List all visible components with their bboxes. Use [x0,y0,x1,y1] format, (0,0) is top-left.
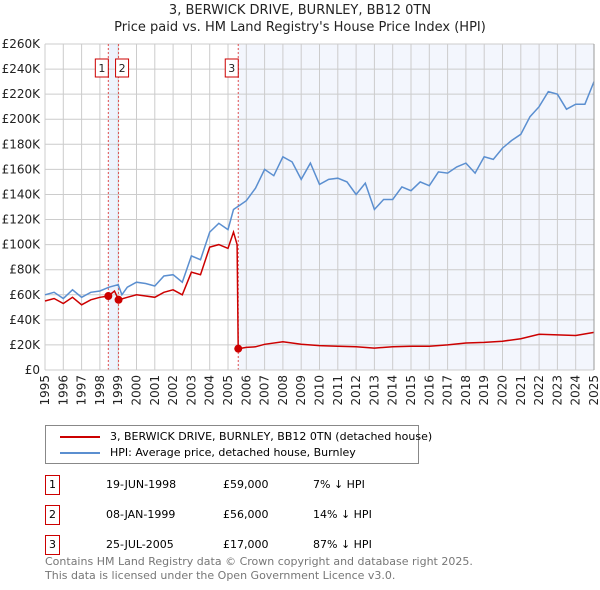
x-tick-label: 1999 [111,375,125,406]
y-tick-label: £180K [2,137,42,151]
sale-label-box [94,58,109,78]
x-tick-label: 2005 [221,375,235,406]
transaction-date: 25-JUL-2005 [106,538,174,551]
y-tick-label: £160K [2,162,42,176]
sale-point [114,295,123,304]
x-tick-label: 2016 [422,375,436,406]
sale-label-box [115,58,130,78]
transaction-number-badge: 3 [45,535,60,555]
footer-line-2: This data is licensed under the Open Gov… [45,569,396,582]
x-tick-label: 2006 [239,375,253,406]
y-tick-label: £200K [2,112,42,126]
x-tick-label: 2010 [313,375,327,406]
x-tick-label: 2017 [441,375,455,406]
transaction-row: 3 25-JUL-2005 £17,000 87% ↓ HPI [45,535,445,555]
x-tick-label: 2015 [404,375,418,406]
transaction-number-badge: 2 [45,505,60,525]
shaded-period [238,44,595,370]
shaded-period [108,44,119,370]
x-tick-label: 2013 [367,375,381,406]
transaction-hpi-diff: 14% ↓ HPI [313,508,372,521]
x-tick-label: 2018 [459,375,473,406]
x-tick-label: 2022 [532,375,546,406]
y-tick-label: £0 [25,363,40,377]
x-tick-label: 1995 [38,375,52,406]
y-tick-label: £20K [9,338,41,352]
transaction-row: 1 19-JUN-1998 £59,000 7% ↓ HPI [45,475,445,495]
transaction-hpi-diff: 87% ↓ HPI [313,538,372,551]
sale-point [104,292,113,301]
legend-item-property: 3, BERWICK DRIVE, BURNLEY, BB12 0TN (det… [60,430,432,443]
transaction-hpi-diff: 7% ↓ HPI [313,478,365,491]
x-tick-label: 2021 [514,375,528,406]
x-tick-label: 2012 [349,375,363,406]
x-tick-label: 2025 [587,375,600,406]
x-tick-label: 2007 [258,375,272,406]
y-tick-label: £260K [2,37,42,51]
y-tick-label: £240K [2,62,42,76]
series-line-hpi [44,81,595,300]
x-tick-label: 2019 [477,375,491,406]
transaction-date: 19-JUN-1998 [106,478,177,491]
x-tick-label: 2003 [184,375,198,406]
x-tick-label: 2011 [331,375,345,406]
x-tick-label: 2009 [294,375,308,406]
chart-subtitle: Price paid vs. HM Land Registry's House … [114,20,486,35]
x-tick-label: 2004 [203,375,217,406]
chart-title: 3, BERWICK DRIVE, BURNLEY, BB12 0TN [168,3,432,18]
price-chart: £0 £20K £40K £60K £80K £100K £120K £140K £160K £1… [2,37,600,406]
y-tick-label: £220K [2,87,42,101]
legend-swatch-blue [60,451,100,454]
y-tick-label: £120K [2,213,42,227]
y-tick-label: £40K [9,313,41,327]
x-tick-label: 2014 [386,375,400,406]
x-tick-label: 2001 [148,375,162,406]
y-tick-label: £80K [9,263,41,277]
x-tick-label: 1998 [93,375,107,406]
transaction-price: £59,000 [223,478,269,491]
x-tick-label: 2000 [130,375,144,406]
sale-label: 2 [119,62,126,75]
x-tick-label: 2008 [276,375,290,406]
legend-swatch-red [60,435,100,438]
x-tick-label: 2024 [569,375,583,406]
transaction-number-badge: 1 [45,475,60,495]
x-tick-label: 2023 [550,375,564,406]
footer-line-1: Contains HM Land Registry data © Crown c… [45,555,473,568]
legend-item-hpi: HPI: Average price, detached house, Burn… [60,446,356,459]
transaction-row: 2 08-JAN-1999 £56,000 14% ↓ HPI [45,505,445,525]
legend: 3, BERWICK DRIVE, BURNLEY, BB12 0TN (det… [45,425,432,464]
transaction-price: £17,000 [223,538,269,551]
y-tick-label: £140K [2,187,42,201]
legend-label: HPI: Average price, detached house, Burn… [110,446,356,459]
x-tick-label: 2002 [166,375,180,406]
sale-label: 1 [98,62,105,75]
transaction-price: £56,000 [223,508,269,521]
sale-label: 3 [228,62,235,75]
transaction-date: 08-JAN-1999 [106,508,176,521]
x-tick-label: 1996 [56,375,70,406]
x-tick-label: 2020 [496,375,510,406]
sale-label-box [224,58,239,78]
legend-label: 3, BERWICK DRIVE, BURNLEY, BB12 0TN (det… [110,430,433,443]
x-tick-label: 1997 [75,375,89,406]
y-tick-label: £100K [2,238,42,252]
y-tick-label: £60K [9,288,41,302]
sale-point [234,344,243,353]
